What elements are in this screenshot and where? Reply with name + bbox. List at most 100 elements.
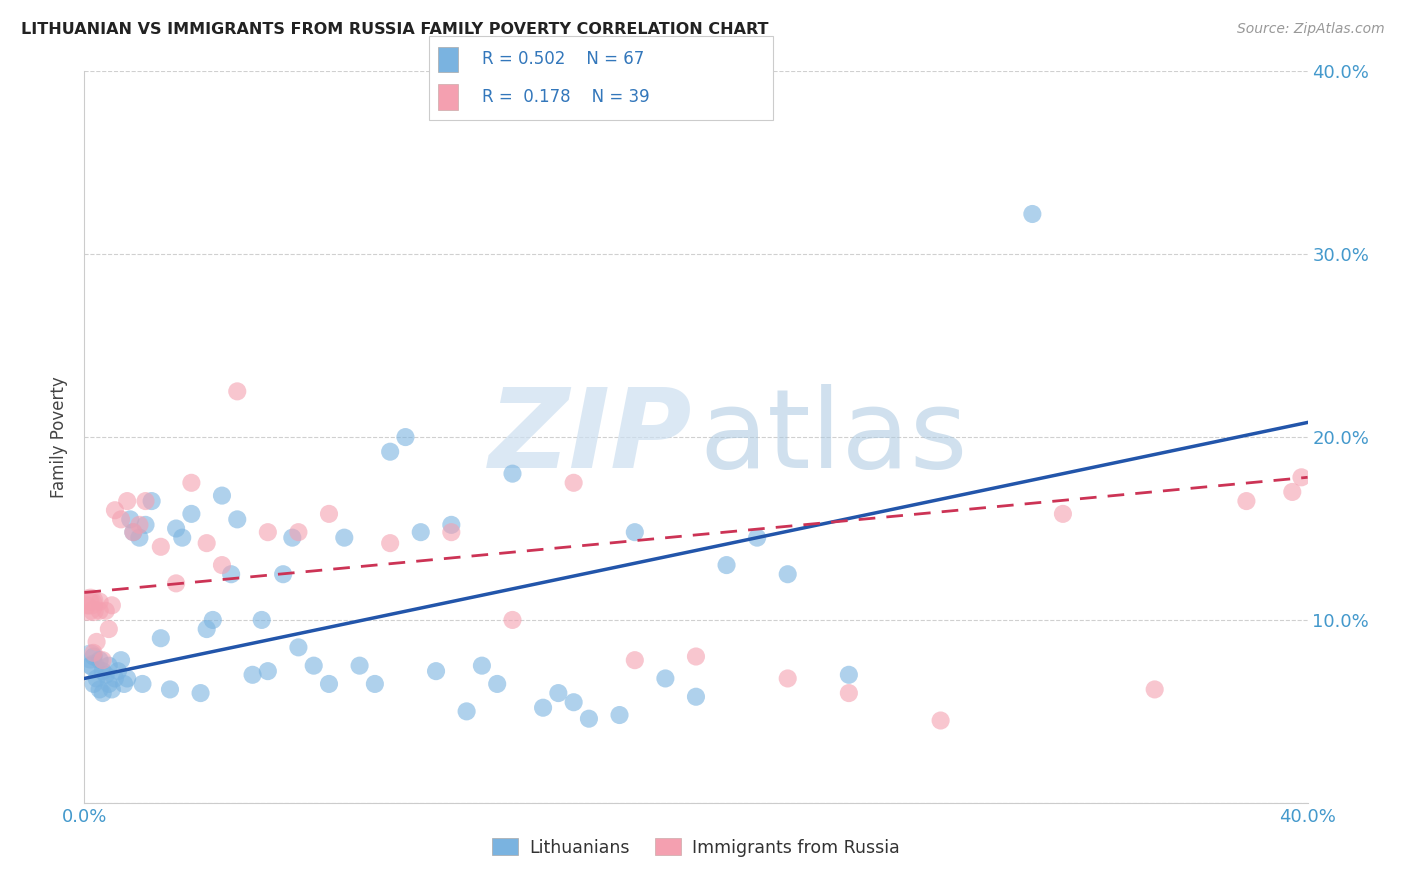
Point <box>83 646 105 660</box>
Point <box>624 525 647 540</box>
Point <box>76 599 98 613</box>
Point <box>89 653 111 667</box>
Point <box>333 531 356 545</box>
Point <box>195 536 218 550</box>
Point <box>149 632 172 646</box>
Text: R = 0.502    N = 67: R = 0.502 N = 67 <box>482 51 644 69</box>
Point <box>89 682 111 697</box>
Point <box>425 664 447 678</box>
Point <box>302 658 325 673</box>
Point <box>79 594 101 608</box>
Point <box>83 604 105 618</box>
Point <box>440 517 463 532</box>
Point <box>562 695 585 709</box>
Point <box>79 594 101 608</box>
Point <box>219 567 242 582</box>
Point <box>135 494 157 508</box>
Text: ZIP: ZIP <box>489 384 692 491</box>
Point <box>79 649 101 664</box>
Point <box>287 640 309 655</box>
Point <box>91 664 114 678</box>
Point <box>409 525 432 540</box>
Point <box>180 507 202 521</box>
Text: R =  0.178    N = 39: R = 0.178 N = 39 <box>482 87 650 105</box>
Point <box>838 686 860 700</box>
Point <box>131 677 153 691</box>
Point <box>91 686 114 700</box>
Text: atlas: atlas <box>700 384 969 491</box>
Point <box>1291 470 1313 484</box>
Point <box>141 494 163 508</box>
Point <box>1052 507 1074 521</box>
Text: Source: ZipAtlas.com: Source: ZipAtlas.com <box>1237 22 1385 37</box>
Point <box>101 682 124 697</box>
Point <box>318 507 340 521</box>
Point <box>318 677 340 691</box>
Point <box>104 672 127 686</box>
Point <box>128 531 150 545</box>
Point <box>159 682 181 697</box>
Point <box>76 599 98 613</box>
Point <box>257 664 280 678</box>
Point <box>226 384 249 399</box>
Point <box>89 594 111 608</box>
Point <box>149 540 172 554</box>
Point <box>486 677 509 691</box>
Point <box>83 649 105 664</box>
Point <box>531 700 554 714</box>
Point <box>83 658 105 673</box>
Point <box>380 444 402 458</box>
Point <box>190 686 212 700</box>
Point <box>502 467 524 481</box>
Point <box>97 677 120 691</box>
Point <box>654 672 676 686</box>
Point <box>97 658 120 673</box>
Point <box>685 649 707 664</box>
Point <box>94 667 117 681</box>
Point <box>380 536 402 550</box>
Point <box>471 658 494 673</box>
Point <box>562 475 585 490</box>
Point <box>110 512 132 526</box>
Point <box>89 604 111 618</box>
Point <box>104 503 127 517</box>
Point <box>250 613 273 627</box>
Y-axis label: Family Poverty: Family Poverty <box>51 376 69 498</box>
Point <box>281 531 304 545</box>
Point <box>94 604 117 618</box>
Point <box>1143 682 1166 697</box>
Point <box>83 677 105 691</box>
Point <box>91 653 114 667</box>
Point <box>364 677 387 691</box>
Point <box>776 672 799 686</box>
Point <box>211 489 233 503</box>
Point <box>211 558 233 573</box>
Legend: Lithuanians, Immigrants from Russia: Lithuanians, Immigrants from Russia <box>485 831 907 863</box>
Point <box>201 613 224 627</box>
Point <box>122 525 145 540</box>
Point <box>180 475 202 490</box>
Point <box>257 525 280 540</box>
Point <box>456 705 478 719</box>
Point <box>195 622 218 636</box>
Point <box>1236 494 1258 508</box>
Point <box>838 667 860 681</box>
Point <box>86 672 108 686</box>
Point <box>135 517 157 532</box>
Point <box>172 531 194 545</box>
Point <box>609 708 631 723</box>
Point <box>578 712 600 726</box>
Point <box>716 558 738 573</box>
Point <box>101 599 124 613</box>
Point <box>165 576 187 591</box>
Point <box>115 672 138 686</box>
Point <box>271 567 294 582</box>
Point <box>929 714 952 728</box>
Point <box>287 525 309 540</box>
Point <box>86 635 108 649</box>
Point <box>440 525 463 540</box>
Point <box>624 653 647 667</box>
Point <box>128 517 150 532</box>
Point <box>547 686 569 700</box>
Point <box>112 677 135 691</box>
